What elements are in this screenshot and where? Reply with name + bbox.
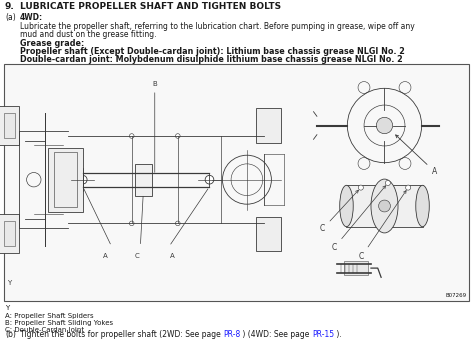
Text: A: A [170, 253, 174, 259]
Circle shape [175, 221, 180, 226]
Bar [255, 217, 282, 251]
Text: B07269: B07269 [446, 293, 467, 298]
Bar [0, 106, 19, 145]
Bar [48, 148, 83, 212]
Text: C: C [320, 190, 358, 233]
Text: Y: Y [5, 305, 9, 311]
Bar [344, 261, 368, 275]
Text: 4WD:: 4WD: [20, 13, 43, 22]
Text: PR-8: PR-8 [223, 330, 240, 339]
Text: Lubricate the propeller shaft, referring to the lubrication chart. Before pumpin: Lubricate the propeller shaft, referring… [20, 22, 415, 31]
Text: PR-15: PR-15 [312, 330, 334, 339]
Ellipse shape [340, 185, 353, 227]
Text: ) (4WD: See page: ) (4WD: See page [240, 330, 312, 339]
Circle shape [358, 185, 364, 190]
Text: B: B [152, 81, 157, 87]
Circle shape [78, 175, 87, 184]
Text: (b): (b) [5, 330, 16, 339]
Text: 9.: 9. [5, 2, 15, 11]
Ellipse shape [416, 185, 429, 227]
Circle shape [129, 221, 134, 226]
Circle shape [385, 181, 391, 186]
Text: B: Propeller Shaft Sliding Yokes: B: Propeller Shaft Sliding Yokes [5, 320, 113, 326]
Text: LUBRICATE PROPELLER SHAFT AND TIGHTEN BOLTS: LUBRICATE PROPELLER SHAFT AND TIGHTEN BO… [20, 2, 281, 11]
Text: A: A [103, 253, 108, 259]
Text: Double-cardan joint: Molybdenum disulphide lithium base chassis grease NLGI No. : Double-cardan joint: Molybdenum disulphi… [20, 55, 403, 64]
Text: C: C [332, 186, 386, 252]
Circle shape [138, 174, 148, 185]
Bar [4, 64, 469, 301]
Text: Grease grade:: Grease grade: [20, 39, 84, 48]
Text: (a): (a) [5, 13, 16, 22]
Text: A: Propeller Shaft Spiders: A: Propeller Shaft Spiders [5, 313, 94, 319]
Text: Propeller shaft (Except Double-cardan joint): Lithium base chassis grease NLGI N: Propeller shaft (Except Double-cardan jo… [20, 47, 405, 56]
Circle shape [129, 134, 134, 138]
Text: C: Double-Cardan Joint: C: Double-Cardan Joint [5, 327, 84, 333]
Bar [346, 185, 422, 227]
Text: ).: ). [334, 330, 342, 339]
Bar [4, 221, 15, 246]
Bar [4, 113, 15, 138]
Text: C: C [359, 190, 406, 261]
Text: mud and dust on the grease fitting.: mud and dust on the grease fitting. [20, 30, 156, 39]
Text: Tighten the bolts for propeller shaft (2WD: See page: Tighten the bolts for propeller shaft (2… [20, 330, 223, 339]
Circle shape [205, 175, 214, 184]
Circle shape [376, 117, 392, 134]
Circle shape [175, 134, 180, 138]
Ellipse shape [371, 179, 398, 233]
Circle shape [379, 200, 391, 212]
Text: C: C [135, 253, 140, 259]
Bar [0, 214, 19, 253]
Bar [135, 164, 152, 196]
Circle shape [406, 185, 410, 190]
Text: A: A [396, 135, 437, 176]
Bar [54, 152, 77, 207]
Text: Y: Y [7, 280, 11, 286]
Bar [255, 108, 282, 143]
